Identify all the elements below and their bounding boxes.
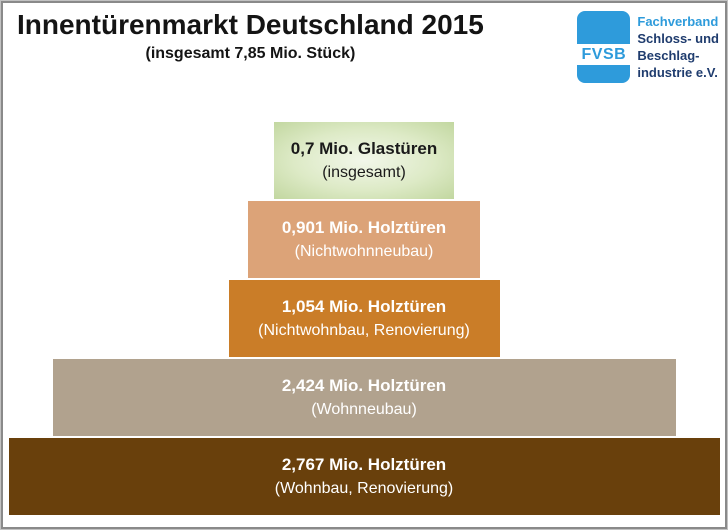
bar-value-label: 0,7 Mio. Glastüren [290,139,438,158]
page-title: Innentürenmarkt Deutschland 2015 [17,9,484,40]
logo-text-line-3: Beschlag- [637,48,700,63]
bar-holztueren-nichtwohnbau-renovierung: 1,054 Mio. Holztüren (Nichtwohnbau, Reno… [228,280,500,357]
logo-text-line-2: Schloss- und [637,31,719,46]
bar-category-label: (Nichtwohnneubau) [294,243,434,260]
bar-value-label: 2,767 Mio. Holztüren [281,455,447,474]
bar-category-label: (Nichtwohnbau, Renovierung) [258,322,470,339]
fvsb-logo: FVSB Fachverband Schloss- und Beschlag- … [577,11,719,83]
bar-holztueren-nichtwohnneubau: 0,901 Mio. Holztüren (Nichtwohnneubau) [248,201,480,278]
bar-category-label: (Wohnneubau) [311,401,417,418]
bar-category-label: (insgesamt) [322,164,406,181]
fvsb-acronym: FVSB [577,44,631,65]
bar-value-label: 1,054 Mio. Holztüren [281,297,447,316]
header: Innentürenmarkt Deutschland 2015 (insges… [17,7,484,65]
fvsb-logo-mark-icon: FVSB [577,11,631,83]
bar-holztueren-wohnbau-renovierung: 2,767 Mio. Holztüren (Wohnbau, Renovieru… [8,438,720,515]
bar-glastueren-insgesamt: 0,7 Mio. Glastüren (insgesamt) [274,122,454,199]
bar-category-label: (Wohnbau, Renovierung) [274,480,454,497]
fvsb-logo-text: Fachverband Schloss- und Beschlag- indus… [637,11,719,81]
page-subtitle: (insgesamt 7,85 Mio. Stück) [145,45,356,62]
logo-text-line-4: industrie e.V. [637,65,718,80]
bar-value-label: 0,901 Mio. Holztüren [281,218,447,237]
logo-text-line-1: Fachverband [637,14,719,29]
bar-holztueren-wohnneubau: 2,424 Mio. Holztüren (Wohnneubau) [52,359,676,436]
bar-value-label: 2,424 Mio. Holztüren [281,376,447,395]
pyramid-chart: 0,7 Mio. Glastüren (insgesamt) 0,901 Mio… [1,122,727,517]
